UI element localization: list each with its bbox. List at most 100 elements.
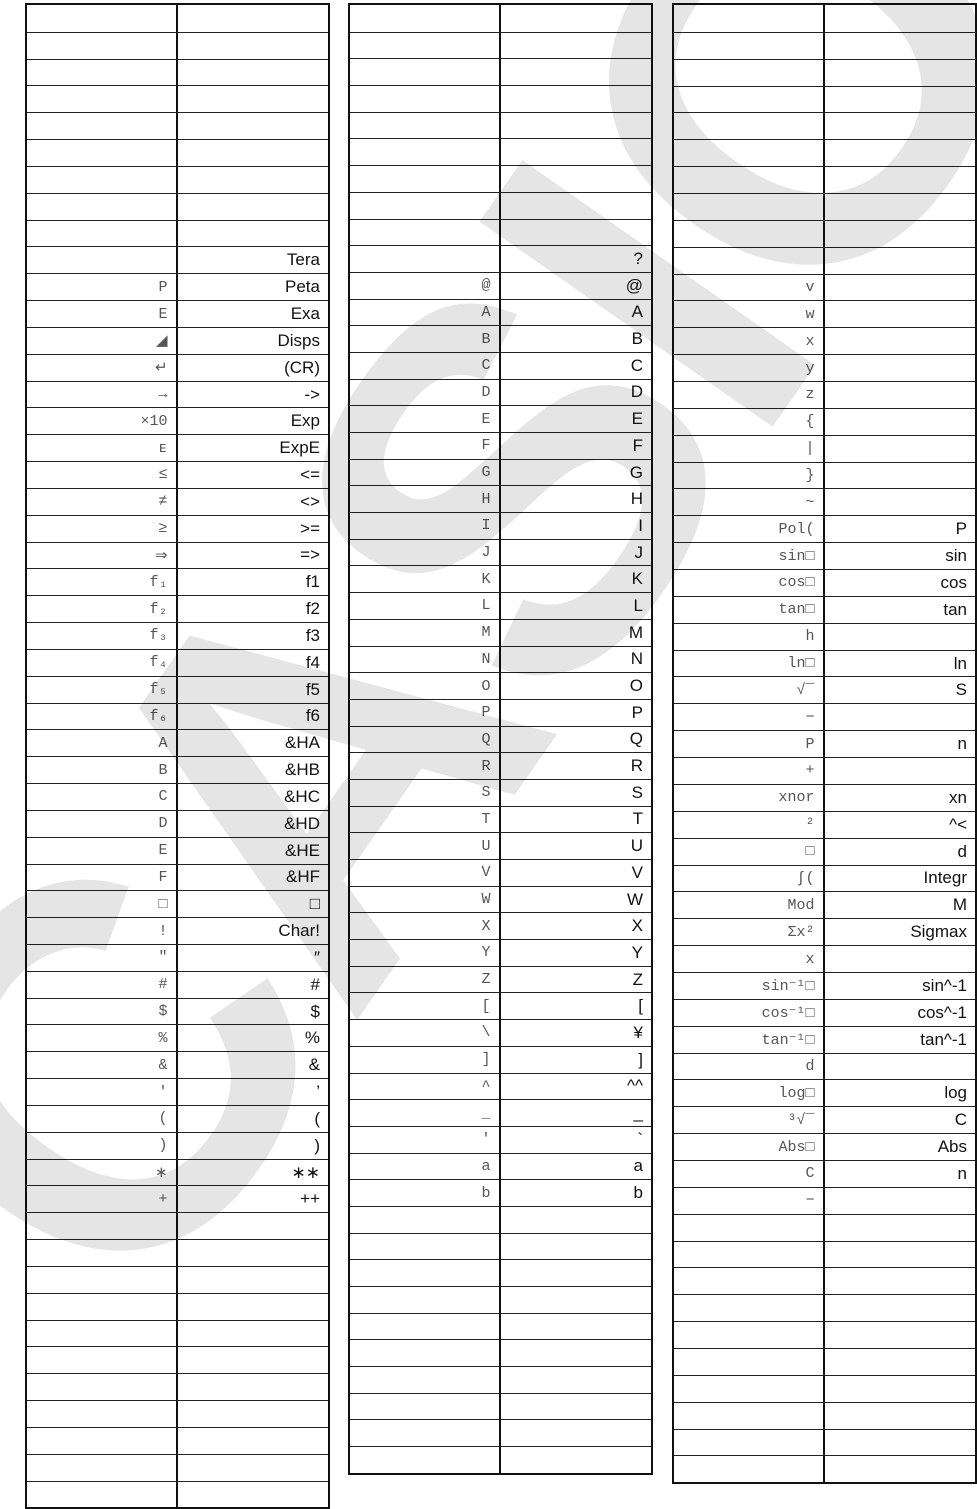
table-row: ' `	[350, 1125, 651, 1153]
character-cell: xnor	[674, 784, 825, 811]
table-row	[674, 1267, 975, 1295]
table-row: F &HF	[27, 863, 328, 891]
command-cell: E	[631, 409, 643, 429]
character-cell: ×10	[27, 408, 178, 435]
command-cell: f6	[305, 706, 320, 726]
command-cell	[825, 1188, 975, 1214]
character-cell: +	[674, 758, 825, 784]
command-cell: ¥	[633, 1022, 643, 1042]
table-row: x	[674, 945, 975, 972]
character-cell: Y	[350, 940, 501, 966]
command-cell	[825, 140, 975, 166]
character-cell	[27, 1401, 178, 1427]
table-row: Σx² Sigmax	[674, 918, 975, 946]
character-cell: ≠	[27, 488, 178, 515]
command-cell: d	[957, 841, 967, 861]
command-cell	[501, 113, 651, 139]
character-cell	[350, 32, 501, 59]
command-cell	[825, 382, 975, 408]
command-cell: Disps	[277, 330, 320, 350]
command-cell: ∗∗	[291, 1162, 321, 1182]
table-row	[674, 1213, 975, 1241]
command-cell	[178, 1428, 328, 1454]
character-cell: Σx²	[674, 919, 825, 946]
table-row: cos⁻¹□ cos^-1	[674, 998, 975, 1026]
command-cell: M	[952, 895, 967, 915]
character-cell: R	[350, 753, 501, 779]
character-cell	[27, 1374, 178, 1401]
character-cell	[350, 1420, 501, 1447]
table-row: sin□ sin	[674, 542, 975, 570]
character-cell: N	[350, 646, 501, 673]
table-row: }	[674, 461, 975, 489]
table-row: Tera	[27, 246, 328, 274]
table-row: y	[674, 354, 975, 382]
character-cell	[27, 1427, 178, 1454]
character-cell: K	[350, 566, 501, 593]
command-cell: ln	[953, 653, 967, 673]
character-cell: W	[350, 886, 501, 913]
command-cell: xn	[949, 787, 967, 807]
character-cell: ∫(	[674, 865, 825, 892]
character-cell	[350, 1206, 501, 1233]
command-cell: V	[631, 862, 643, 882]
character-cell: U	[350, 833, 501, 859]
command-cell: Sigmax	[910, 922, 967, 942]
character-cell: @	[350, 272, 501, 299]
command-cell	[501, 193, 651, 219]
character-cell: E	[27, 301, 178, 327]
command-cell	[825, 355, 975, 381]
table-row	[27, 192, 328, 220]
table-row	[674, 58, 975, 86]
character-cell: '	[27, 1079, 178, 1105]
table-row	[27, 58, 328, 86]
character-cell	[350, 1367, 501, 1393]
table-row	[27, 1292, 328, 1320]
command-cell: (	[314, 1108, 320, 1128]
table-row	[350, 191, 651, 219]
character-cell: |	[674, 435, 825, 462]
table-row	[674, 85, 975, 113]
character-cell: x	[674, 946, 825, 972]
command-cell: ExpE	[279, 438, 320, 458]
character-cell: M	[350, 619, 501, 646]
table-row: & &	[27, 1051, 328, 1079]
command-cell	[825, 1322, 975, 1348]
character-cell	[27, 247, 178, 274]
command-cell: <=	[300, 464, 320, 484]
character-cell: C	[674, 1160, 825, 1187]
command-cell: f2	[305, 599, 320, 619]
character-cell	[674, 1295, 825, 1322]
table-row: sin⁻¹□ sin^-1	[674, 971, 975, 999]
table-row	[350, 1312, 651, 1340]
table-row: ᴇ ExpE	[27, 434, 328, 462]
character-cell	[674, 1322, 825, 1348]
character-cell: w	[674, 301, 825, 328]
table-row	[350, 1259, 651, 1286]
table-row: ◢ Disps	[27, 326, 328, 354]
command-cell: &HB	[285, 760, 320, 780]
command-cell	[178, 1347, 328, 1373]
character-cell	[674, 1375, 825, 1402]
character-cell: \	[350, 1020, 501, 1046]
command-cell: ]	[638, 1049, 643, 1069]
character-cell: □	[674, 838, 825, 865]
table-row: tan⁻¹□ tan^-1	[674, 1025, 975, 1053]
command-cell	[825, 1430, 975, 1456]
command-cell	[178, 5, 328, 32]
table-row	[27, 31, 328, 59]
character-cell: x	[674, 328, 825, 355]
table-row: ]]	[350, 1045, 651, 1073]
table-row: [[	[350, 992, 651, 1020]
command-cell: S	[631, 782, 643, 802]
character-cell: H	[350, 486, 501, 513]
character-cell	[674, 194, 825, 220]
character-cell: '	[350, 1126, 501, 1153]
table-row: ((	[27, 1104, 328, 1132]
